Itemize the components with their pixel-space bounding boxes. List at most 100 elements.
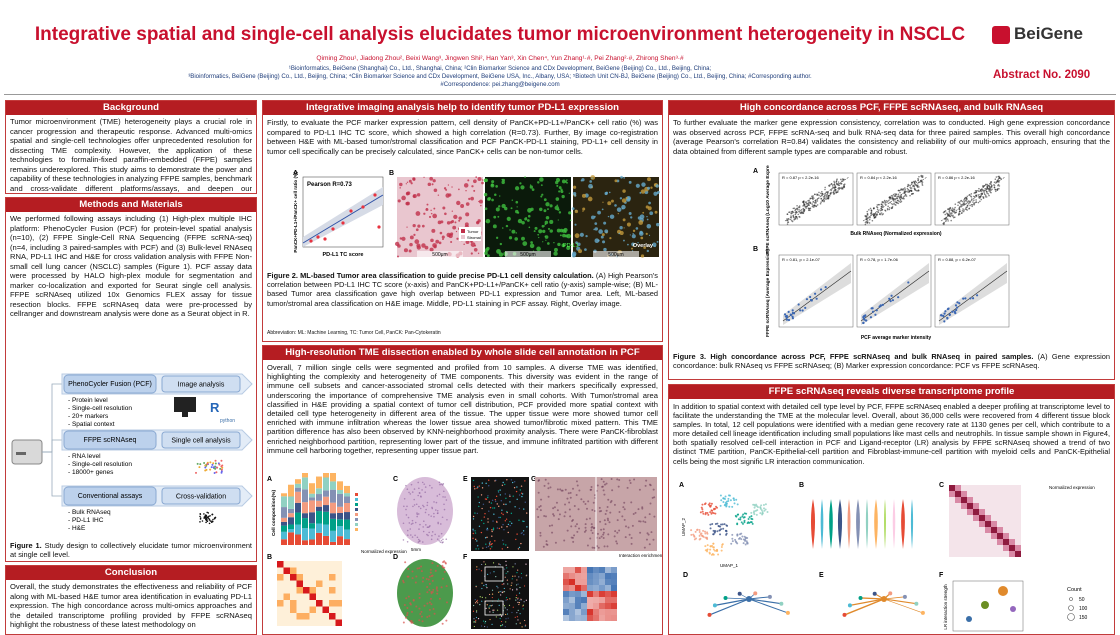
tissue-texture bbox=[635, 227, 639, 230]
scatter-point bbox=[971, 297, 975, 300]
tissue-texture bbox=[424, 245, 429, 250]
heatmap-cell bbox=[1003, 533, 1009, 539]
tissue-texture bbox=[436, 592, 439, 595]
tissue-texture bbox=[540, 184, 543, 187]
tissue-texture bbox=[403, 497, 406, 500]
heatmap-cell bbox=[985, 497, 991, 503]
tissue-texture bbox=[401, 195, 406, 201]
heatmap-cell bbox=[593, 615, 599, 621]
analysis-label: Cross-validation bbox=[176, 494, 226, 501]
zoom-texture bbox=[569, 491, 572, 494]
fluorescence-texture bbox=[520, 492, 523, 494]
umap-point bbox=[752, 511, 755, 514]
annotation-texture bbox=[515, 623, 517, 625]
zoom-texture bbox=[616, 478, 619, 481]
zoom-texture bbox=[632, 513, 635, 516]
heatmap-cell bbox=[563, 615, 569, 621]
scatter-point bbox=[875, 309, 878, 312]
umap-point bbox=[750, 515, 753, 518]
annotation-texture bbox=[517, 609, 519, 611]
scatter-point bbox=[892, 198, 894, 200]
network-node bbox=[881, 596, 887, 602]
umap-point bbox=[724, 495, 727, 498]
tissue-texture bbox=[428, 588, 431, 591]
scatter-point bbox=[883, 199, 886, 202]
heatmap-cell bbox=[985, 515, 991, 521]
heatmap-cell bbox=[599, 573, 605, 579]
tissue-texture bbox=[416, 513, 419, 516]
heatmap-cell bbox=[316, 613, 323, 620]
fluorescence-texture bbox=[485, 482, 487, 485]
umap-point bbox=[714, 529, 717, 532]
tissue-texture bbox=[538, 236, 540, 239]
zoom-texture bbox=[606, 517, 609, 520]
tissue-texture bbox=[446, 518, 448, 521]
tissue-texture bbox=[463, 183, 469, 188]
umap-point bbox=[712, 529, 715, 532]
tissue-texture bbox=[406, 606, 409, 609]
tissue-texture bbox=[514, 186, 520, 191]
scatter-point bbox=[975, 201, 978, 203]
tissue-texture bbox=[458, 219, 461, 222]
annotation-texture bbox=[480, 570, 483, 572]
tissue-texture bbox=[594, 238, 600, 243]
annotation-texture bbox=[506, 567, 508, 569]
scatter-point bbox=[897, 202, 900, 205]
heatmap-cell bbox=[949, 503, 955, 509]
fluorescence-texture bbox=[475, 548, 477, 550]
tissue-texture bbox=[594, 222, 598, 225]
umap-point bbox=[743, 512, 746, 515]
legend-swatch bbox=[355, 503, 358, 506]
tissue-texture bbox=[614, 179, 618, 183]
zoom-texture bbox=[641, 507, 644, 510]
umap-point bbox=[704, 502, 707, 505]
zoom-texture bbox=[558, 513, 561, 516]
tissue-texture bbox=[431, 579, 434, 582]
tissue-texture bbox=[537, 233, 540, 236]
tissue-texture bbox=[426, 585, 429, 588]
scatter-point bbox=[911, 182, 913, 184]
annotation-texture bbox=[493, 571, 495, 573]
annotation-texture bbox=[489, 572, 491, 574]
annotation-texture bbox=[481, 582, 483, 584]
affiliation: ¹Bioinformatics, BeiGene (Shanghai) Co.,… bbox=[288, 65, 712, 72]
tissue-texture bbox=[418, 607, 421, 610]
tissue-texture bbox=[430, 590, 433, 593]
network-edge bbox=[849, 598, 885, 607]
heatmap-cell bbox=[979, 533, 985, 539]
zoom-texture bbox=[566, 529, 569, 532]
stack-segment bbox=[344, 493, 350, 497]
scatter-point bbox=[888, 206, 891, 209]
fit-line bbox=[302, 194, 384, 244]
scatter-point bbox=[964, 297, 967, 300]
scatter-point bbox=[988, 189, 991, 191]
umap-point bbox=[711, 523, 714, 526]
heatmap-cell bbox=[1015, 539, 1021, 545]
cluster-dot bbox=[199, 463, 202, 466]
heatmap-cell bbox=[329, 593, 336, 600]
annotation-texture bbox=[500, 594, 502, 596]
scatter-point bbox=[949, 215, 952, 218]
tissue-texture bbox=[421, 580, 424, 583]
section-body: To further evaluate the marker gene expr… bbox=[673, 118, 1110, 156]
fluorescence-texture bbox=[487, 518, 489, 520]
zoom-texture bbox=[539, 509, 542, 512]
tissue-texture bbox=[591, 177, 593, 179]
umap-point bbox=[713, 531, 716, 534]
tissue-texture bbox=[545, 202, 550, 207]
umap-point bbox=[735, 515, 738, 518]
scatter-point bbox=[798, 210, 801, 213]
scatter-point bbox=[904, 192, 906, 194]
scatter-point bbox=[864, 319, 868, 322]
tissue-texture bbox=[438, 540, 441, 542]
fluorescence-texture bbox=[487, 496, 489, 499]
scatter-point bbox=[808, 209, 810, 212]
scatter-point bbox=[921, 181, 924, 183]
tissue-texture bbox=[431, 562, 434, 565]
annotation-texture bbox=[485, 585, 487, 587]
scatter-point bbox=[900, 200, 903, 203]
heatmap-cell bbox=[296, 580, 303, 587]
umap-point bbox=[738, 537, 741, 540]
zoom-texture bbox=[537, 479, 540, 482]
scatter-point bbox=[918, 186, 920, 188]
